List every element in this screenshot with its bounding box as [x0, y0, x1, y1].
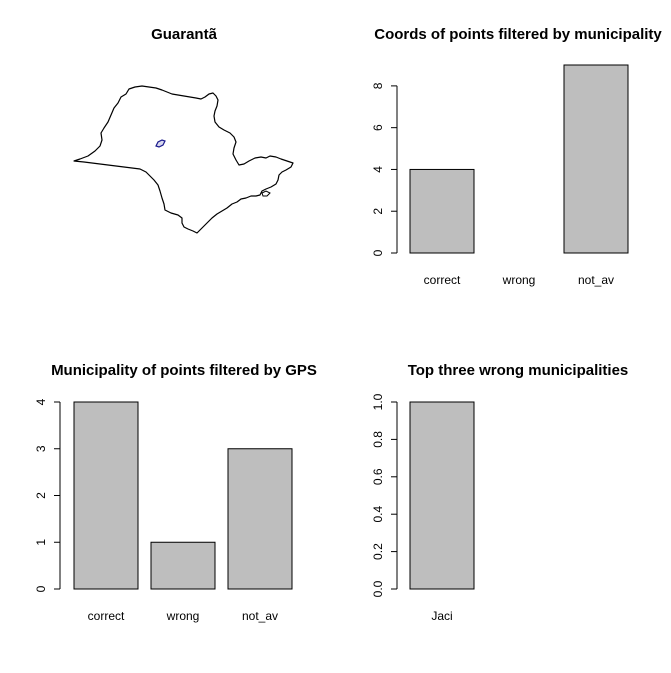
chart-coords-by-municipality: Coords of points filtered by municipalit… — [371, 26, 662, 287]
x-category-label: wrong — [166, 609, 200, 623]
x-category-label: correct — [424, 273, 461, 287]
chart-title: Municipality of points filtered by GPS — [51, 362, 317, 379]
map-panel: Guarantã — [73, 26, 294, 234]
bar-Jaci — [409, 401, 475, 590]
map-title: Guarantã — [151, 26, 218, 43]
municipality-outline — [155, 139, 166, 148]
x-category-label: wrong — [502, 273, 536, 287]
y-tick-label: 0 — [371, 249, 385, 256]
y-tick-label: 0.6 — [371, 468, 385, 485]
chart-title: Top three wrong municipalities — [408, 362, 629, 379]
y-tick-label: 0.8 — [371, 431, 385, 448]
x-category-label: Jaci — [431, 609, 452, 623]
bar-not_av — [227, 448, 293, 590]
y-tick-label: 6 — [371, 124, 385, 131]
chart-title: Coords of points filtered by municipalit… — [374, 26, 662, 43]
bar-wrong — [150, 541, 216, 590]
state-outline — [73, 85, 294, 234]
chart-top-wrong-municipalities: Top three wrong municipalities 0.0 0.2 0.4 0… — [371, 362, 628, 623]
y-tick-label: 2 — [34, 492, 48, 499]
y-tick-label: 1.0 — [371, 393, 385, 410]
bar-correct — [409, 168, 475, 254]
y-tick-label: 2 — [371, 208, 385, 215]
chart-municipality-by-gps: Municipality of points filtered by GPS 0 1… — [34, 362, 317, 623]
y-tick-label: 8 — [371, 82, 385, 89]
y-tick-label: 4 — [34, 398, 48, 405]
y-tick-label: 4 — [371, 166, 385, 173]
x-category-label: correct — [88, 609, 125, 623]
bar-not_av — [563, 64, 629, 254]
y-tick-label: 0.4 — [371, 506, 385, 523]
island-outline — [261, 190, 271, 197]
x-category-label: not_av — [242, 609, 278, 623]
y-tick-label: 3 — [34, 445, 48, 452]
y-tick-label: 0.2 — [371, 543, 385, 560]
y-tick-label: 0.0 — [371, 580, 385, 597]
bar-correct — [73, 401, 139, 590]
y-tick-label: 1 — [34, 539, 48, 546]
y-tick-label: 0 — [34, 585, 48, 592]
x-category-label: not_av — [578, 273, 614, 287]
